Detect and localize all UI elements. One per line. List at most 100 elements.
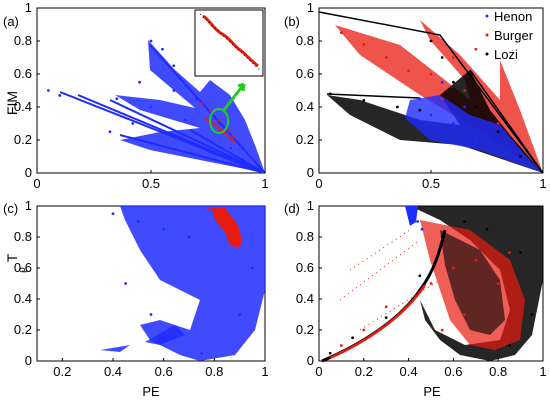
data-point [340,31,343,35]
x-tick-label: 0.2 [355,364,373,379]
data-point [328,92,332,96]
panel-b-axes: 0 0.5 1 0 0.2 0.4 0.6 0.8 1 [296,0,547,191]
legend-henon-marker [485,14,489,18]
data-point [218,217,221,220]
data-point [384,56,388,59]
data-point [218,118,221,122]
x-tick-label: 1 [539,364,546,379]
x-tick-label: 0.5 [422,176,440,191]
data-point [362,328,366,332]
panel-a-label: (a) [3,14,19,29]
x-tick-label: 1 [261,176,268,191]
panel-b-henon-blob [405,95,543,173]
y-tick-label: 1 [307,0,314,15]
data-point [407,69,410,73]
panel-b-label: (b) [284,14,300,29]
data-point [227,128,230,132]
legend-burger-label: Burger [494,28,534,43]
y-tick-label: 0.4 [14,99,32,114]
data-point [162,227,166,231]
x-tick-label: 0.6 [444,364,462,379]
data-point [340,344,343,347]
data-point [149,39,153,43]
data-point [384,305,388,309]
data-point [474,138,478,142]
x-tick-label: 1 [539,176,546,191]
x-tick-label: 0 [315,364,322,379]
y-tick-label: 0.4 [14,291,32,306]
panel-a: 0 0.5 1 0 0.2 0.4 0.6 0.8 1 (a) FIM [3,0,269,191]
data-point [362,42,366,46]
data-point [496,122,500,125]
data-point [463,105,466,109]
data-point [231,135,235,139]
panel-b-legend: Henon Burger Lozi [485,9,534,62]
data-point [519,251,522,254]
data-point [195,97,199,101]
y-tick-label: 0.8 [296,33,314,48]
x-tick-label: 0.2 [53,364,71,379]
data-point [452,56,455,59]
data-point [229,146,233,150]
data-point [136,220,140,223]
data-point [252,166,256,170]
panel-d-burger-band [329,284,427,360]
data-point [206,138,210,142]
panel-a-green-circle [209,108,229,134]
data-point [233,235,237,239]
data-point [187,235,191,239]
data-point [429,113,433,117]
data-point [418,97,422,101]
data-point [328,351,332,355]
data-point [429,72,433,76]
panel-c-label: (c) [3,201,18,216]
x-tick-label: 0.8 [489,364,507,379]
y-tick-label: 0.8 [14,33,32,48]
legend-lozi-marker [485,52,489,56]
data-point [440,235,444,239]
y-tick-label: 1 [307,198,314,213]
panel-c-ylabel-subscript: ρ [17,267,28,273]
data-point [108,130,112,134]
data-point [416,220,419,223]
x-tick-label: 0 [33,176,40,191]
data-point [496,130,500,134]
data-point [440,56,444,59]
data-point [440,80,444,84]
data-point [240,158,244,162]
data-point [530,313,534,316]
data-point [131,122,135,125]
data-point [238,243,242,247]
panel-a-henon-fan [115,40,265,173]
y-tick-label: 0.2 [296,322,314,337]
panel-c-ylabel: T [4,253,20,262]
data-point [228,226,231,230]
data-point [485,227,489,231]
data-point [250,266,254,270]
y-tick-label: 0.6 [296,260,314,275]
data-point [172,89,176,92]
x-tick-label: 0.6 [155,364,173,379]
data-point [463,313,466,316]
data-point [429,39,433,43]
data-point [111,212,115,216]
y-tick-label: 0.6 [14,66,32,81]
panel-c-henon-lobes [100,325,185,352]
data-point [519,155,522,158]
panel-d-henon-strip [405,206,418,226]
data-point [508,344,511,347]
data-point [124,282,128,285]
panel-d-label: (d) [284,201,300,216]
data-point [207,207,211,211]
panel-c-axes: 0.2 0.4 0.6 0.8 1 0 0.2 0.4 0.6 0.8 1 [14,198,269,379]
panel-c-xlabel: PE [142,384,160,399]
panel-a-ylabel: FIM [4,91,20,115]
data-point [162,336,166,340]
data-point [496,282,500,285]
data-point [508,251,511,254]
panel-d-lozi-core [440,230,505,335]
panel-d: 0 0.2 0.4 0.6 0.8 1 0 0.2 0.4 0.6 0.8 1 (d) PE [284,198,547,399]
x-tick-label: 1 [261,364,268,379]
y-tick-label: 0 [25,353,32,368]
